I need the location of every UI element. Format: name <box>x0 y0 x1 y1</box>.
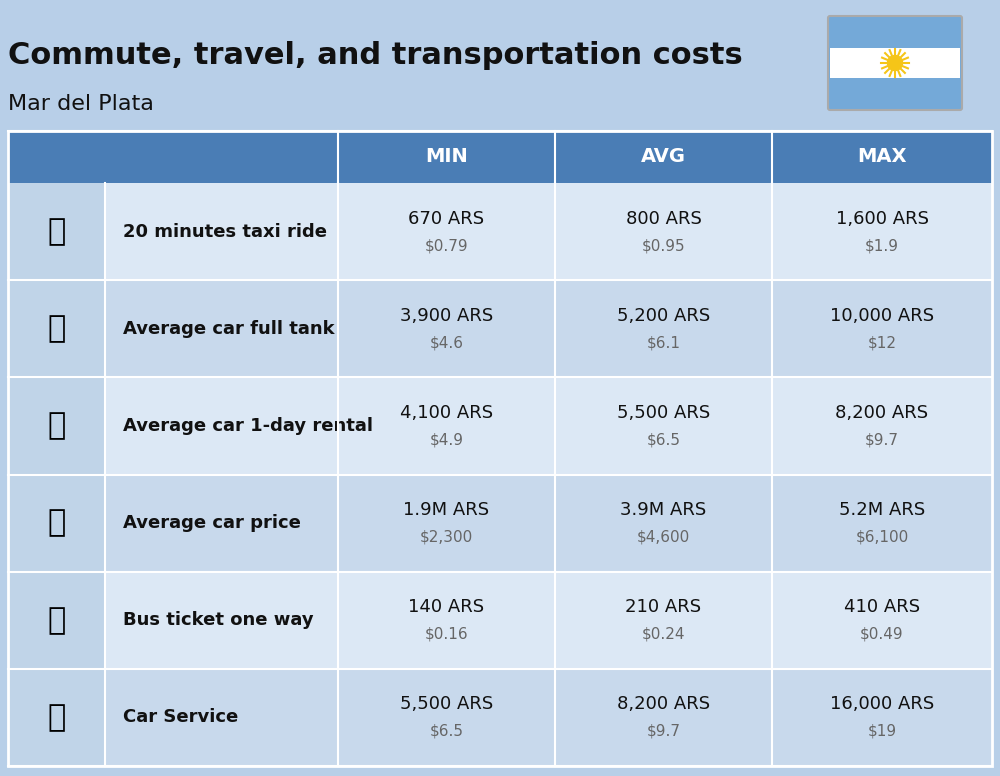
Text: 8,200 ARS: 8,200 ARS <box>835 404 929 422</box>
Text: $1.9: $1.9 <box>865 238 899 253</box>
Bar <box>8 474 992 572</box>
Text: Car Service: Car Service <box>123 708 238 726</box>
Text: $6,100: $6,100 <box>855 529 909 545</box>
Text: 🚗: 🚗 <box>47 508 66 538</box>
Text: $12: $12 <box>868 335 896 350</box>
Text: 20 minutes taxi ride: 20 minutes taxi ride <box>123 223 327 241</box>
Text: 3.9M ARS: 3.9M ARS <box>620 501 707 519</box>
Text: Mar del Plata: Mar del Plata <box>8 94 154 114</box>
Text: AVG: AVG <box>641 147 686 167</box>
Text: MAX: MAX <box>857 147 907 167</box>
Bar <box>8 669 105 766</box>
Text: $0.79: $0.79 <box>425 238 468 253</box>
Bar <box>772 131 992 183</box>
Bar <box>8 474 105 572</box>
Bar <box>8 669 992 766</box>
Bar <box>8 572 992 669</box>
Bar <box>8 280 992 377</box>
Bar <box>8 572 105 669</box>
Text: $2,300: $2,300 <box>420 529 473 545</box>
Text: $6.5: $6.5 <box>646 432 680 448</box>
Text: 210 ARS: 210 ARS <box>625 598 702 616</box>
Text: 3,900 ARS: 3,900 ARS <box>400 307 493 324</box>
Bar <box>8 377 992 474</box>
Text: Average car full tank: Average car full tank <box>123 320 335 338</box>
Text: Average car 1-day rental: Average car 1-day rental <box>123 417 373 435</box>
Text: $9.7: $9.7 <box>646 724 680 739</box>
Bar <box>8 131 105 183</box>
Text: $0.95: $0.95 <box>642 238 685 253</box>
Text: 140 ARS: 140 ARS <box>408 598 485 616</box>
Text: 5,200 ARS: 5,200 ARS <box>617 307 710 324</box>
Text: 670 ARS: 670 ARS <box>408 210 485 227</box>
Text: Bus ticket one way: Bus ticket one way <box>123 611 314 629</box>
Text: 🛠: 🛠 <box>47 703 66 732</box>
Text: Commute, travel, and transportation costs: Commute, travel, and transportation cost… <box>8 41 743 70</box>
Bar <box>555 131 772 183</box>
Text: $0.16: $0.16 <box>425 627 468 642</box>
Text: 5,500 ARS: 5,500 ARS <box>400 695 493 713</box>
Text: 1,600 ARS: 1,600 ARS <box>836 210 928 227</box>
Text: 🚗: 🚗 <box>47 411 66 441</box>
Text: $4,600: $4,600 <box>637 529 690 545</box>
Text: 5.2M ARS: 5.2M ARS <box>839 501 925 519</box>
Text: 10,000 ARS: 10,000 ARS <box>830 307 934 324</box>
Text: $4.9: $4.9 <box>430 432 464 448</box>
Text: 5,500 ARS: 5,500 ARS <box>617 404 710 422</box>
Text: Average car price: Average car price <box>123 514 301 532</box>
Text: $6.1: $6.1 <box>646 335 680 350</box>
Bar <box>8 280 105 377</box>
Text: ⛽: ⛽ <box>47 314 66 343</box>
Text: $0.24: $0.24 <box>642 627 685 642</box>
Text: 410 ARS: 410 ARS <box>844 598 920 616</box>
Text: 🚌: 🚌 <box>47 606 66 635</box>
Text: 4,100 ARS: 4,100 ARS <box>400 404 493 422</box>
Text: 800 ARS: 800 ARS <box>626 210 701 227</box>
Bar <box>8 183 992 280</box>
Text: 8,200 ARS: 8,200 ARS <box>617 695 710 713</box>
Text: $9.7: $9.7 <box>865 432 899 448</box>
Text: 16,000 ARS: 16,000 ARS <box>830 695 934 713</box>
Text: $0.49: $0.49 <box>860 627 904 642</box>
Text: $4.6: $4.6 <box>430 335 464 350</box>
Text: MIN: MIN <box>425 147 468 167</box>
FancyBboxPatch shape <box>828 16 962 110</box>
Text: $6.5: $6.5 <box>430 724 464 739</box>
Bar <box>8 377 105 474</box>
Bar <box>830 48 960 78</box>
Bar <box>8 131 992 766</box>
Bar <box>338 131 555 183</box>
Text: $19: $19 <box>867 724 897 739</box>
Bar <box>105 131 338 183</box>
Text: 🚕: 🚕 <box>47 217 66 246</box>
Circle shape <box>888 56 903 71</box>
Bar <box>8 183 105 280</box>
Text: 1.9M ARS: 1.9M ARS <box>403 501 490 519</box>
